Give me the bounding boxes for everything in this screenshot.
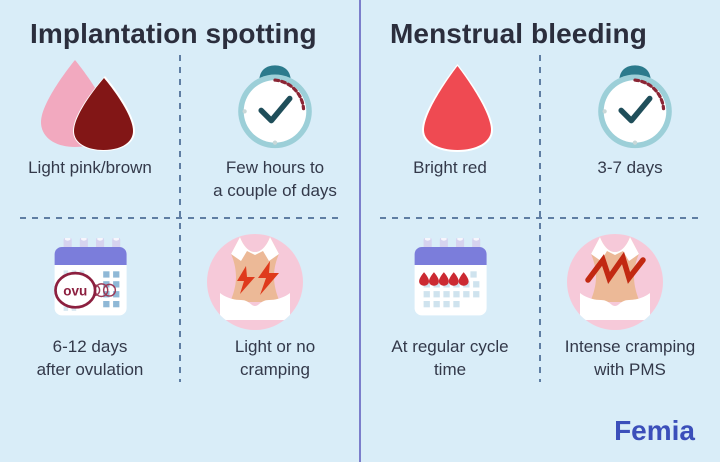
svg-text:ovu: ovu — [63, 284, 87, 299]
